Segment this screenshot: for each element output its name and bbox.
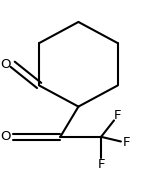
Text: F: F	[97, 158, 105, 171]
Text: F: F	[114, 109, 122, 122]
Text: F: F	[123, 136, 131, 149]
Text: O: O	[1, 130, 11, 143]
Text: O: O	[1, 58, 11, 71]
